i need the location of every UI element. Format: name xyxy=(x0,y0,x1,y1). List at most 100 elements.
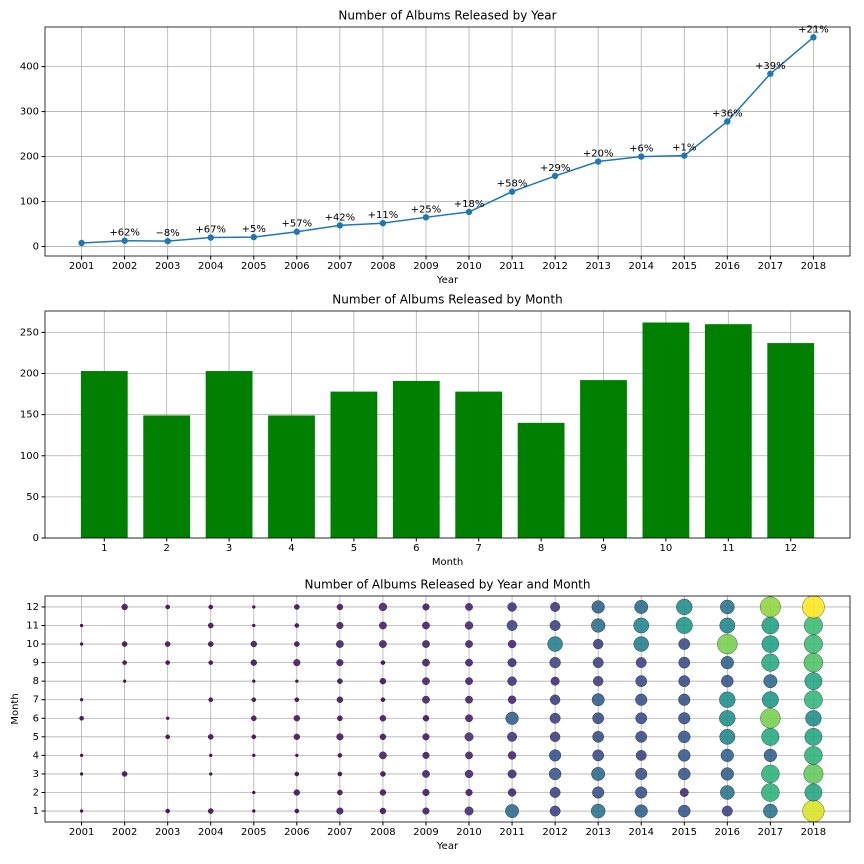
bubble xyxy=(678,804,691,818)
bar xyxy=(205,371,253,538)
bubble xyxy=(79,753,84,758)
bubble xyxy=(592,731,604,743)
bubble xyxy=(635,657,647,668)
x-tick-label: 2002 xyxy=(112,827,137,838)
bubble xyxy=(592,657,604,668)
x-tick-label: 2010 xyxy=(456,261,481,272)
bubble xyxy=(422,751,430,759)
bar xyxy=(704,324,752,538)
bar xyxy=(330,391,378,538)
bubble xyxy=(805,710,822,727)
bubble xyxy=(507,731,517,742)
bubble xyxy=(121,641,128,647)
bubble xyxy=(208,604,214,610)
bubble xyxy=(79,642,84,646)
bubble xyxy=(465,751,473,760)
data-label: +1% xyxy=(672,143,696,154)
bubble xyxy=(678,656,691,669)
bubble xyxy=(293,733,300,740)
bubble xyxy=(166,716,170,720)
bar xyxy=(143,415,191,538)
bar xyxy=(580,380,627,538)
x-tick-label: 1 xyxy=(101,543,107,554)
bubble xyxy=(761,764,780,784)
data-label: +6% xyxy=(629,144,653,155)
bubble xyxy=(803,652,824,673)
bubble xyxy=(720,599,735,615)
data-label: +20% xyxy=(583,149,614,160)
bubble xyxy=(337,678,343,684)
bubble xyxy=(804,783,823,802)
point xyxy=(724,118,731,125)
x-tick-label: 2009 xyxy=(413,261,438,272)
point xyxy=(767,70,774,77)
bubble xyxy=(678,675,691,687)
bubble xyxy=(293,715,300,722)
point xyxy=(121,237,128,244)
y-tick-label: 100 xyxy=(20,197,39,208)
point xyxy=(78,239,85,247)
x-tick-label: 2005 xyxy=(241,261,266,272)
x-tick-label: 2003 xyxy=(155,261,180,272)
bubble xyxy=(422,677,430,685)
x-tick-label: 11 xyxy=(722,543,735,554)
bubble xyxy=(422,603,430,611)
point xyxy=(681,152,688,159)
x-tick-label: 2009 xyxy=(413,827,438,838)
bar xyxy=(517,422,565,538)
x-tick-label: 2011 xyxy=(499,827,524,838)
bubble xyxy=(465,714,473,723)
x-tick-label: 2005 xyxy=(241,827,266,838)
y-tick-label: 300 xyxy=(20,107,39,118)
data-label: +5% xyxy=(242,224,266,235)
bubble xyxy=(720,785,735,800)
bubble xyxy=(635,712,647,725)
y-tick-label: 250 xyxy=(20,327,39,338)
chart-title: Number of Albums Released by Year xyxy=(338,9,556,23)
bubble xyxy=(336,659,344,667)
bubble xyxy=(549,620,561,631)
y-tick-label: 3 xyxy=(33,769,39,780)
x-tick-label: 2014 xyxy=(628,261,653,272)
point xyxy=(207,234,214,241)
bar xyxy=(80,371,128,538)
bubble xyxy=(252,753,256,758)
bubble xyxy=(721,675,734,688)
line xyxy=(81,36,814,244)
x-tick-label: 3 xyxy=(226,543,232,554)
x-axis-label: Year xyxy=(436,275,459,286)
bubble xyxy=(465,695,473,704)
bubble xyxy=(719,729,736,745)
bubble xyxy=(761,783,780,802)
x-tick-label: 2007 xyxy=(327,827,352,838)
y-tick-label: 11 xyxy=(26,621,39,632)
bubble xyxy=(592,712,604,725)
bar xyxy=(642,322,690,538)
bubble xyxy=(251,715,257,722)
bubble xyxy=(422,733,430,741)
bubble xyxy=(675,617,693,634)
bubble xyxy=(422,715,430,722)
bubble xyxy=(209,772,213,776)
bubble xyxy=(760,596,781,618)
x-tick-label: 2014 xyxy=(628,827,653,838)
x-tick-label: 2003 xyxy=(155,827,180,838)
bubble xyxy=(761,653,780,672)
x-tick-label: 12 xyxy=(784,543,797,554)
bubble xyxy=(252,623,256,628)
bubble xyxy=(507,695,517,704)
bubble xyxy=(208,697,214,702)
x-tick-label: 2010 xyxy=(456,827,481,838)
bubble xyxy=(592,749,604,762)
bubble xyxy=(379,789,387,796)
bubble xyxy=(717,633,738,655)
bubble xyxy=(379,715,387,722)
x-tick-label: 2018 xyxy=(801,261,826,272)
bubble xyxy=(422,658,430,667)
bubble xyxy=(719,691,736,708)
x-tick-label: 2015 xyxy=(672,827,697,838)
y-tick-label: 2 xyxy=(33,787,39,798)
bubble xyxy=(678,712,691,725)
bubble xyxy=(165,660,170,665)
axes-frame xyxy=(44,26,851,257)
